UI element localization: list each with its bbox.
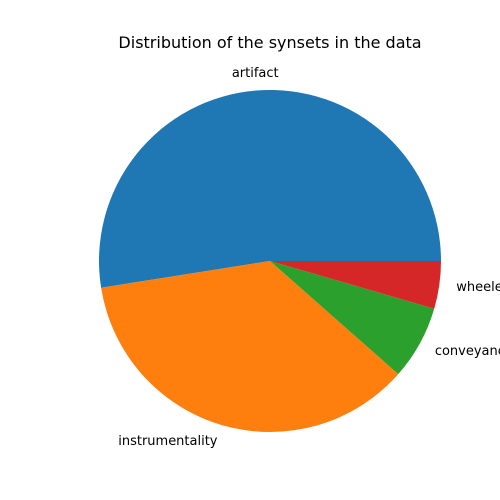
pie-slices <box>98 89 441 432</box>
chart-title: Distribution of the synsets in the data <box>118 33 421 52</box>
pie-slice-conveyance <box>270 261 435 375</box>
slice-labels: artifact instrumentality conveyance wheeled… <box>118 66 500 449</box>
slice-label-instrumentality: instrumentality <box>118 434 218 449</box>
slice-label-conveyance: conveyance <box>435 344 500 359</box>
pie-slice-instrumentality <box>101 261 399 432</box>
slice-label-wheeled-vehicle: wheeled vehicle <box>456 280 500 295</box>
slice-label-artifact: artifact <box>232 66 279 81</box>
pie-slice-artifact <box>98 89 441 288</box>
pie-slice-wheeled-vehicle <box>270 261 441 309</box>
